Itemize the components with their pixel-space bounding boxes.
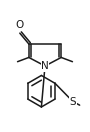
Text: S: S [70,96,76,107]
Text: O: O [16,20,24,30]
Text: N: N [41,61,49,71]
